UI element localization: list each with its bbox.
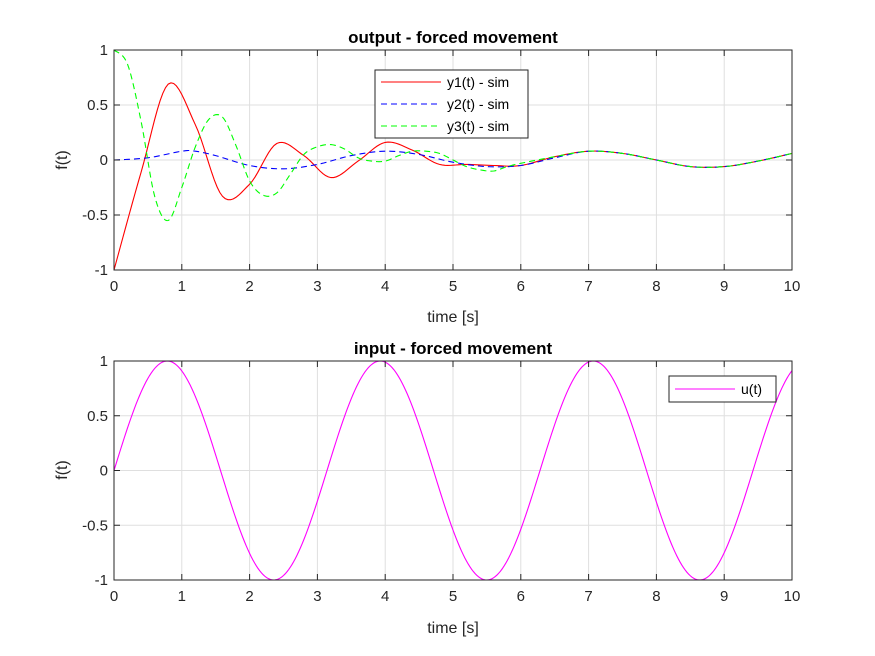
output-legend-box [374, 69, 529, 139]
output-x-tick-label: 10 [784, 278, 801, 295]
output-series-line-2 [113, 149, 793, 170]
input-x-tick-label: 1 [178, 588, 186, 605]
output-series [113, 49, 793, 271]
output-x-tick-label: 4 [381, 278, 389, 295]
output-x-tick-label: 2 [245, 278, 253, 295]
input-x-tick-label: 8 [652, 588, 660, 605]
output-x-tick-label: 5 [449, 278, 457, 295]
output-y-tick-label: 1 [100, 42, 108, 59]
input-x-tick-label: 5 [449, 588, 457, 605]
input-y-tick-label: 0 [100, 463, 108, 480]
output-y-axis-label: f(t) [54, 150, 71, 170]
legend-label-y2: y2(t) - sim [447, 96, 509, 112]
legend-label-y3: y3(t) - sim [447, 118, 509, 134]
output-x-tick-label: 1 [178, 278, 186, 295]
input-chart-title: input - forced movement [354, 339, 553, 358]
output-y-tick-label: 0.5 [87, 97, 108, 114]
output-chart: 0 1 2 3 4 5 6 7 8 9 10 -1 -0.5 0 0.5 1 output - forced … [54, 28, 800, 326]
input-x-tick-label: 9 [720, 588, 728, 605]
input-x-axis-label: time [s] [427, 620, 479, 637]
input-x-tick-label: 10 [784, 588, 801, 605]
input-series-line-1 [113, 360, 793, 581]
input-x-tick-label: 7 [584, 588, 592, 605]
output-series-line-3 [113, 49, 793, 222]
input-x-tick-label: 2 [245, 588, 253, 605]
input-chart: 0 1 2 3 4 5 6 7 8 9 10 -1 -0.5 0 0.5 1 input - forced m… [54, 339, 800, 637]
input-x-tick-label: 4 [381, 588, 389, 605]
output-legend: y1(t) - sim y2(t) - sim y3(t) - sim [374, 69, 529, 139]
output-y-tick-label: 0 [100, 152, 108, 169]
input-y-tick-label: -1 [95, 572, 108, 589]
input-series [113, 360, 793, 581]
input-ticks: 0 1 2 3 4 5 6 7 8 9 10 -1 -0.5 0 0.5 1 [82, 353, 800, 605]
output-x-tick-label: 8 [652, 278, 660, 295]
input-x-tick-label: 0 [110, 588, 118, 605]
input-y-axis-label: f(t) [54, 460, 71, 480]
input-y-tick-label: 1 [100, 353, 108, 370]
input-legend: u(t) [668, 375, 777, 403]
output-x-axis-label: time [s] [427, 309, 479, 326]
output-y-tick-label: -0.5 [82, 207, 108, 224]
output-x-tick-label: 6 [517, 278, 525, 295]
input-x-tick-label: 3 [313, 588, 321, 605]
output-y-tick-label: -1 [95, 262, 108, 279]
output-x-tick-label: 0 [110, 278, 118, 295]
input-y-tick-label: -0.5 [82, 517, 108, 534]
input-y-tick-label: 0.5 [87, 408, 108, 425]
input-x-tick-label: 6 [517, 588, 525, 605]
output-x-tick-label: 7 [584, 278, 592, 295]
output-chart-title: output - forced movement [348, 28, 558, 47]
output-ticks: 0 1 2 3 4 5 6 7 8 9 10 -1 -0.5 0 0.5 1 [82, 42, 800, 295]
output-x-tick-label: 9 [720, 278, 728, 295]
legend-label-y1: y1(t) - sim [447, 74, 509, 90]
output-x-tick-label: 3 [313, 278, 321, 295]
legend-label-u: u(t) [741, 381, 762, 397]
